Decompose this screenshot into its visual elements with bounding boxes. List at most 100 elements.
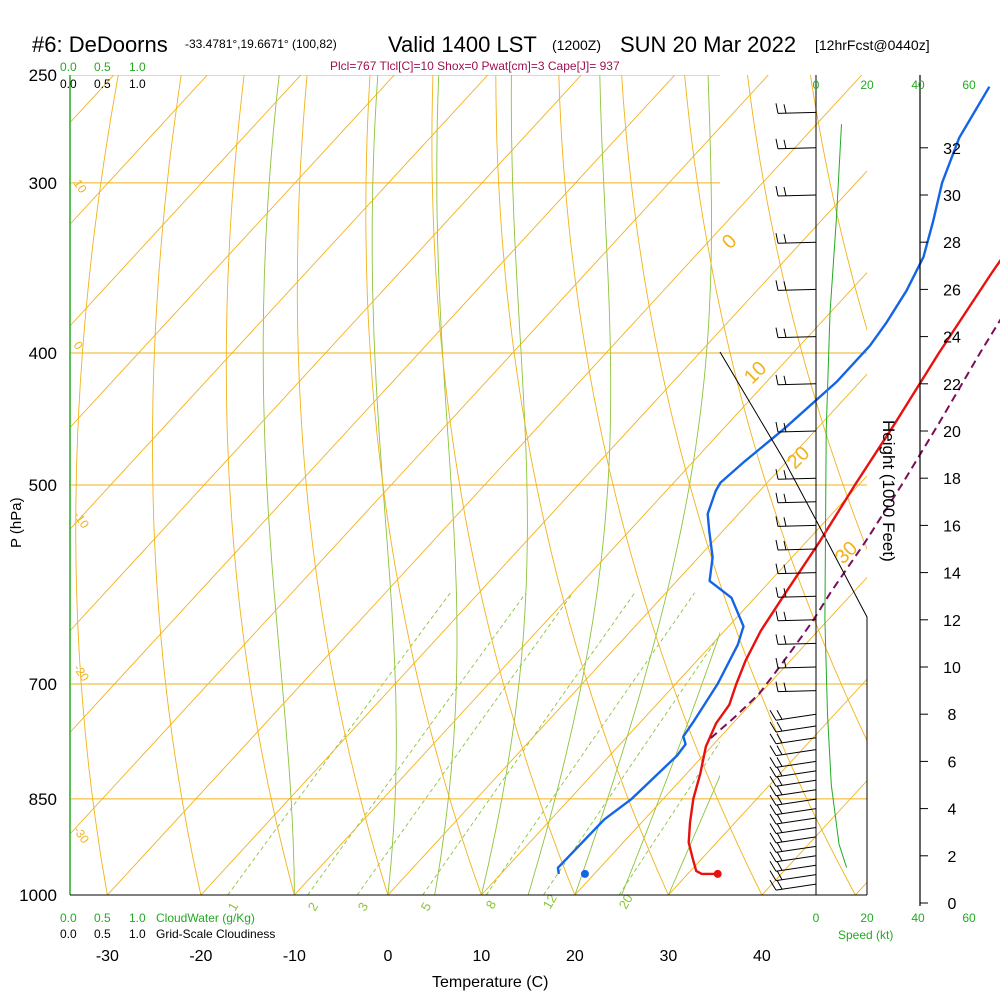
surface-point-dewpoint	[580, 869, 589, 878]
height-tick-label: 6	[948, 754, 957, 771]
wind-barb	[769, 766, 817, 778]
isotherm	[0, 75, 20, 895]
height-tick-label: 10	[943, 660, 961, 677]
wind-barb	[775, 610, 817, 622]
wind-barb	[775, 587, 817, 598]
wind-barb	[769, 757, 817, 768]
wind-barb	[769, 733, 817, 745]
wind-barb	[775, 103, 817, 114]
height-tick-label: 2	[948, 849, 957, 866]
scale-black-2: 1.0	[129, 77, 146, 91]
speed-bottom-tick-0: 0	[813, 911, 820, 925]
wind-panel	[719, 75, 868, 895]
isotherm	[70, 75, 489, 530]
isotherm-label: 10	[71, 177, 90, 196]
moist-adiabat	[527, 75, 612, 895]
mixing-ratio-line	[422, 592, 636, 895]
height-tick-label: 24	[943, 330, 961, 347]
wind-barb	[769, 860, 817, 872]
height-tick-label: 12	[943, 613, 961, 630]
bottom-scale-green-0: 0.0	[60, 911, 77, 925]
chart-utc: (1200Z)	[552, 37, 601, 53]
dry-adiabat	[225, 75, 295, 895]
wind-barb	[769, 879, 817, 891]
isotherm	[107, 75, 863, 895]
temperature-tick-label: 20	[566, 948, 584, 965]
bottom-scale-green-2: 1.0	[129, 911, 146, 925]
temperature-tick-label: 0	[383, 948, 392, 965]
wind-barb	[769, 709, 817, 721]
chart-location: -33.4781°,19.6671° (100,82)	[185, 37, 337, 51]
wind-barb	[775, 539, 817, 551]
isotherm	[70, 75, 676, 734]
chart-valid: Valid 1400 LST	[388, 32, 537, 57]
isotherm	[668, 678, 867, 895]
mixing-ratio-label: 8	[483, 898, 500, 912]
height-tick-label: 0	[948, 896, 957, 913]
speed-top-tick-0: 0	[813, 78, 820, 92]
dry-adiabat	[431, 75, 576, 895]
wind-barb	[769, 794, 817, 806]
moist-adiabat	[262, 75, 295, 895]
speed-top-tick-2: 40	[911, 78, 925, 92]
wind-barb	[769, 851, 817, 863]
wind-barb	[769, 870, 817, 882]
wind-barb	[775, 280, 817, 291]
isotherm-label: -30	[71, 824, 93, 847]
chart-title: #6: DeDoorns	[32, 32, 168, 57]
scale-green-2: 1.0	[129, 60, 146, 74]
speed-top-tick-3: 60	[962, 78, 976, 92]
pressure-tick-label: 700	[29, 675, 57, 694]
wind-barb	[775, 185, 817, 197]
moist-adiabat	[621, 631, 720, 895]
temperature-tick-label: 30	[660, 948, 678, 965]
dry-adiabat	[152, 75, 202, 895]
wind-speed-profile	[824, 124, 848, 868]
wind-barb	[769, 785, 817, 797]
mixing-ratio-label: 12	[540, 891, 560, 911]
height-tick-label: 22	[943, 377, 961, 394]
bottom-scale-green-1: 0.5	[94, 911, 111, 925]
full-grid	[0, 75, 867, 895]
speed-top-tick-1: 20	[860, 78, 874, 92]
cloudiness-label: Grid-Scale Cloudiness	[156, 927, 275, 941]
wind-barb	[775, 421, 817, 433]
scale-black-1: 0.5	[94, 77, 111, 91]
scale-black-0: 0.0	[60, 77, 77, 91]
wind-panel-boundary	[719, 351, 868, 895]
wind-barb	[769, 745, 817, 757]
isotherm	[70, 75, 395, 429]
height-tick-label: 28	[943, 235, 961, 252]
isotherm	[855, 881, 867, 895]
mixing-ratio-line	[307, 592, 527, 895]
isotherm	[70, 75, 769, 835]
mixing-ratio-label: 20	[616, 891, 636, 911]
height-tick-label: 4	[948, 802, 957, 819]
pressure-tick-label: 300	[29, 174, 57, 193]
temperature-tick-label: -10	[283, 948, 306, 965]
chart-forecast: [12hrFcst@0440z]	[815, 37, 930, 53]
height-tick-label: 14	[943, 566, 961, 583]
isotherm	[294, 271, 867, 895]
temperature-tick-label: 10	[473, 948, 491, 965]
dry-adiabat	[495, 75, 669, 895]
isotherm	[70, 75, 208, 225]
wind-barb	[775, 469, 817, 480]
isotherm-label: 0	[71, 339, 86, 353]
wind-barb	[775, 138, 817, 150]
height-tick-label: 16	[943, 518, 961, 535]
speed-bottom-tick-2: 40	[911, 911, 925, 925]
wind-barb	[775, 327, 817, 339]
mixing-ratio-label: 3	[355, 900, 372, 914]
wind-barb	[775, 374, 817, 386]
series-dewpoint	[556, 86, 991, 875]
pressure-tick-label: 850	[29, 790, 57, 809]
temperature-tick-label: -20	[189, 948, 212, 965]
temperature-tick-label: -30	[96, 948, 119, 965]
wind-barb	[775, 681, 817, 693]
isotherm-label: 0	[718, 230, 741, 253]
isotherm-label: 10	[740, 357, 771, 388]
series-parcel	[710, 318, 1000, 739]
